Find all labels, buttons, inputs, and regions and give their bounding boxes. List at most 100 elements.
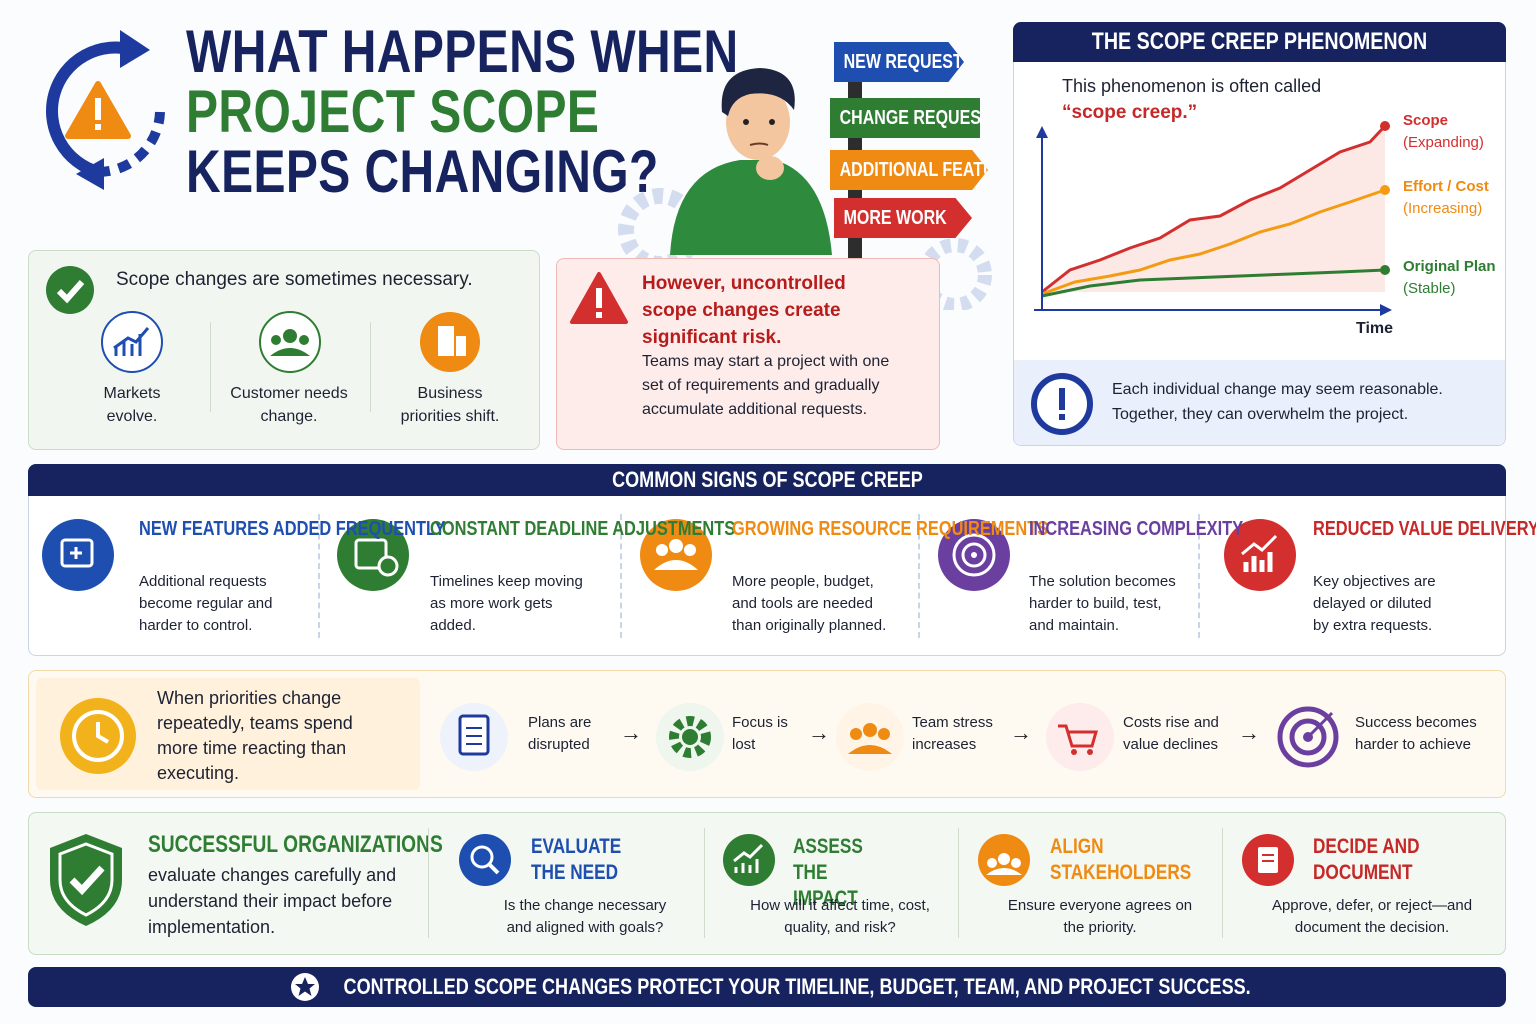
success-step-body: Approve, defer, or reject—and document t… — [1271, 897, 1473, 936]
sign-title-text: GROWING RESOURCE REQUIREMENTS — [732, 517, 1048, 541]
title-line: WHAT HAPPENS WHEN — [186, 18, 739, 85]
risk-heading: However, uncontrolled scope changes crea… — [642, 273, 846, 348]
alert-icon — [1031, 373, 1093, 435]
x-axis-label: Time — [1356, 320, 1394, 337]
arrow: → — [1238, 720, 1260, 745]
series-label: Effort / Cost (Increasing) — [1403, 176, 1489, 220]
arrow: → — [620, 720, 642, 745]
impact-step: Plans are disrupted — [528, 714, 592, 753]
sign-title: CONSTANT DEADLINE ADJUSTMENTS — [430, 517, 735, 541]
success-heading: SUCCESSFUL ORGANIZATIONS — [148, 831, 443, 858]
series-name: Effort / Cost — [1403, 178, 1489, 195]
check-icon — [46, 266, 94, 314]
success-step-title: EVALUATE THE NEED — [531, 834, 631, 886]
footer-band: CONTROLLED SCOPE CHANGES PROTECT YOUR TI… — [28, 967, 1506, 1007]
necessary-heading: Scope changes are sometimes necessary. — [116, 269, 473, 290]
success-step-title-text: EVALUATE THE NEED — [531, 835, 622, 884]
series-note: (Stable) — [1403, 280, 1456, 297]
arrow: → — [1010, 720, 1032, 745]
divider — [370, 322, 371, 412]
sign-title-text: CONSTANT DEADLINE ADJUSTMENTS — [430, 517, 735, 541]
signpost-label: ADDITIONAL FEATURE — [839, 159, 1017, 181]
divider — [318, 514, 320, 638]
impact-step: Focus is lost — [732, 714, 788, 753]
series-note: (Expanding) — [1403, 134, 1484, 151]
sign-body: Timelines keep moving as more work gets … — [430, 573, 583, 634]
success-step-body: How will it affect time, cost, quality, … — [750, 897, 930, 936]
signs-icons — [42, 519, 1296, 591]
impact-lead: When priorities change repeatedly, teams… — [157, 688, 353, 783]
phenomenon-intro: This phenomenon is often called — [1062, 76, 1322, 96]
sign-body: Key objectives are delayed or diluted by… — [1313, 573, 1436, 634]
series-note: (Increasing) — [1403, 200, 1483, 217]
phenomenon-quote: “scope creep.” — [1062, 102, 1198, 123]
signpost-label: NEW REQUEST — [843, 51, 963, 73]
signs-title-band: COMMON SIGNS OF SCOPE CREEP — [28, 464, 1506, 496]
arrow: → — [808, 720, 830, 745]
sign-title-text: INCREASING COMPLEXITY — [1029, 518, 1244, 540]
signpost: CHANGE REQUEST — [830, 98, 980, 138]
sign-body: More people, budget, and tools are neede… — [732, 573, 887, 634]
sign-title-text: NEW FEATURES ADDED FREQUENTLY — [139, 517, 445, 541]
footer-text: CONTROLLED SCOPE CHANGES PROTECT YOUR TI… — [343, 974, 1251, 999]
success-step-body: Is the change necessary and aligned with… — [503, 897, 667, 936]
success-step-body: Ensure everyone agrees on the priority. — [1007, 897, 1193, 936]
impact-step: Success becomes harder to achieve — [1355, 714, 1477, 753]
signpost-label: MORE WORK — [843, 207, 947, 229]
success-step-title-text: ALIGN STAKEHOLDERS — [1050, 835, 1192, 884]
signpost: ADDITIONAL FEATURE — [830, 150, 988, 190]
title-line: PROJECT SCOPE — [186, 78, 600, 145]
success-step-title-text: DECIDE AND DOCUMENT — [1313, 835, 1420, 884]
signpost: MORE WORK — [834, 198, 972, 238]
divider — [210, 322, 211, 412]
sign-title: NEW FEATURES ADDED FREQUENTLY — [139, 517, 445, 541]
signs-title: COMMON SIGNS OF SCOPE CREEP — [611, 467, 923, 492]
divider — [1198, 514, 1200, 638]
divider — [704, 828, 705, 938]
warning-icon — [570, 272, 628, 324]
impact-icons — [440, 703, 1339, 771]
divider — [1222, 828, 1223, 938]
phenomenon-title-band: THE SCOPE CREEP PHENOMENON — [1013, 22, 1506, 62]
sign-title: REDUCED VALUE DELIVERY — [1313, 517, 1536, 541]
shield-icon — [50, 834, 122, 926]
necessary-item: Business priorities shift. — [400, 385, 500, 425]
series-name: Scope — [1403, 112, 1449, 129]
success-step-title-text: ASSESS THE IMPACT — [793, 835, 863, 910]
cycle-icon — [46, 30, 165, 190]
sign-title: GROWING RESOURCE REQUIREMENTS — [732, 517, 1048, 541]
risk-panel — [556, 258, 940, 450]
success-step-title: ASSESS THE IMPACT — [793, 834, 903, 912]
scope-creep-illustration — [1034, 121, 1392, 316]
sign-body: The solution becomes harder to build, te… — [1029, 573, 1176, 634]
title-line: KEEPS CHANGING? — [186, 138, 659, 205]
risk-body: Teams may start a project with one set o… — [642, 353, 890, 418]
signpost-label: CHANGE REQUEST — [839, 107, 991, 129]
sign-title: INCREASING COMPLEXITY — [1029, 517, 1244, 541]
series-label: Scope (Expanding) — [1403, 110, 1484, 154]
phenomenon-note: Each individual change may seem reasonab… — [1112, 381, 1443, 423]
necessary-item: Markets evolve. — [103, 385, 161, 425]
success-step-title: ALIGN STAKEHOLDERS — [1050, 834, 1192, 886]
divider — [958, 828, 959, 938]
sign-body: Additional requests become regular and h… — [139, 573, 273, 634]
phenomenon-note-area — [1014, 360, 1505, 445]
sign-title-text: REDUCED VALUE DELIVERY — [1313, 518, 1536, 540]
necessary-item: Customer needs change. — [230, 385, 348, 425]
series-label: Original Plan (Stable) — [1403, 256, 1496, 300]
impact-step: Costs rise and value declines — [1123, 714, 1219, 753]
success-body: evaluate changes carefully and understan… — [148, 865, 397, 937]
necessary-icons — [101, 311, 480, 373]
divider — [918, 514, 920, 638]
impact-step: Team stress increases — [912, 714, 993, 753]
success-icons — [459, 834, 1294, 886]
divider — [620, 514, 622, 638]
star-icon — [291, 973, 319, 1001]
success-step-title: DECIDE AND DOCUMENT — [1313, 834, 1453, 886]
phenomenon-title: THE SCOPE CREEP PHENOMENON — [1091, 28, 1428, 55]
divider — [428, 828, 429, 938]
success-heading-wrap: SUCCESSFUL ORGANIZATIONS — [148, 831, 516, 859]
signpost: NEW REQUEST — [834, 42, 964, 82]
series-name: Original Plan — [1403, 258, 1496, 275]
